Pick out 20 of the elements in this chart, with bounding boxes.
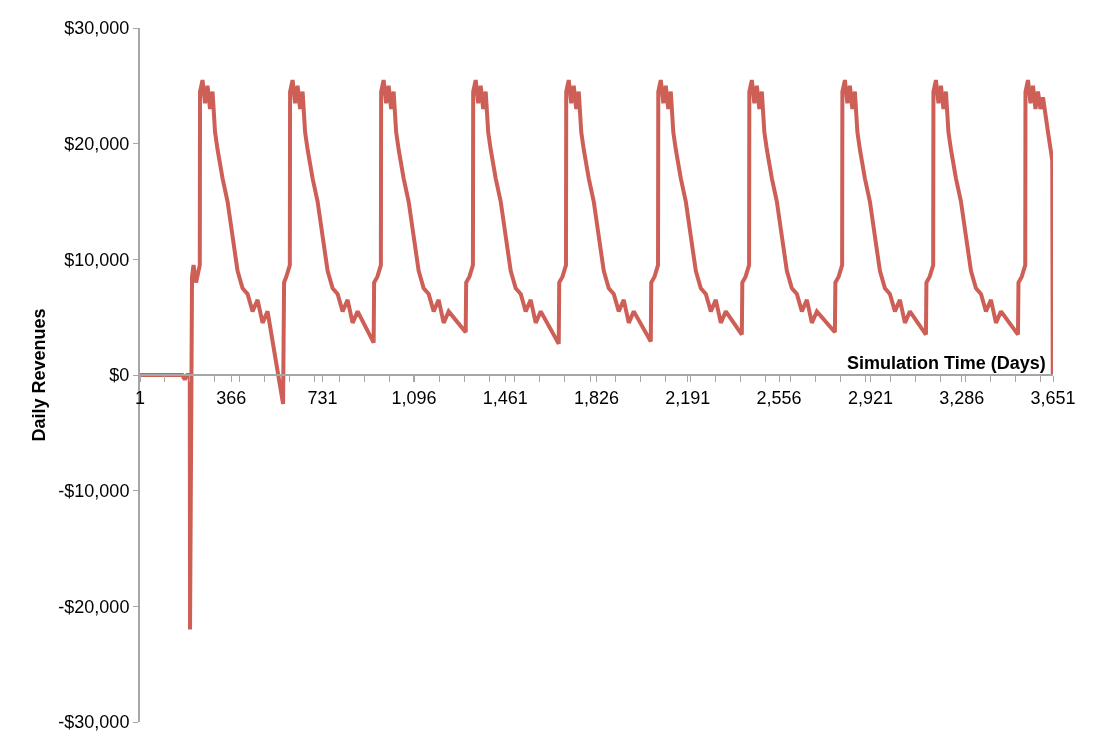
- y-tick-label: -$20,000: [58, 596, 130, 617]
- x-tick-label: 1,826: [573, 387, 620, 408]
- x-tick-label: 1,461: [482, 387, 528, 408]
- y-tick-label: $0: [109, 365, 130, 386]
- x-tick-label: 1: [134, 387, 146, 408]
- y-tick-label: $10,000: [64, 249, 130, 270]
- y-tick-label: -$10,000: [58, 480, 130, 501]
- x-tick-label: 731: [307, 387, 338, 408]
- y-axis-title: Daily Revenues: [29, 308, 50, 442]
- y-tick-label: $30,000: [64, 18, 130, 39]
- x-tick-label: 2,191: [665, 387, 711, 408]
- x-tick-label: 3,651: [1030, 387, 1076, 408]
- x-tick-label: 3,286: [939, 387, 985, 408]
- x-tick-label: 1,096: [391, 387, 437, 408]
- y-tick-label: $20,000: [64, 133, 130, 154]
- x-axis-title: Simulation Time (Days): [847, 353, 1046, 373]
- x-tick-label: 2,921: [847, 387, 893, 408]
- y-tick-label: -$30,000: [58, 712, 130, 733]
- x-tick-label: 366: [216, 387, 247, 408]
- x-tick-label: 2,556: [756, 387, 802, 408]
